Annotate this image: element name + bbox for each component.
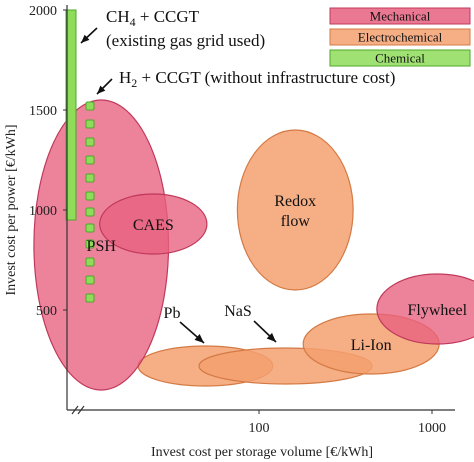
axis-break-mark xyxy=(77,405,85,415)
ch4-annotation-sub: 4 xyxy=(130,15,136,29)
legend-label-electrochemical: Electrochemical xyxy=(358,30,443,45)
h2-ccgt-marker xyxy=(85,101,95,111)
region-flywheel xyxy=(376,273,474,345)
y-tick-label: 2000 xyxy=(29,4,57,19)
x-axis-title: Invest cost per storage volume [€/kWh] xyxy=(151,445,373,460)
chemical-markers xyxy=(65,9,95,303)
region-label-redox-flow: Redox flow xyxy=(274,193,316,230)
ch4-annotation-rest: + CCGT xyxy=(136,7,200,26)
y-tick-label: 1000 xyxy=(29,204,57,219)
y-tick-label: 500 xyxy=(36,304,57,319)
legend-swatch-mechanical xyxy=(329,7,471,25)
annotation-nas: NaS xyxy=(224,303,252,320)
region-labels: PSH CAES Redox flow Flywheel Li-Ion xyxy=(87,193,468,354)
legend-swatch-chemical xyxy=(329,49,471,67)
h2-annotation-rest: + CCGT (without infrastructure cost) xyxy=(137,68,395,87)
region-label-line: flow xyxy=(281,213,311,230)
ch4-annotation-line2: (existing gas grid used) xyxy=(106,31,265,50)
x-tick-label: 1000 xyxy=(418,421,446,436)
region-caes xyxy=(99,193,208,255)
h2-ccgt-marker xyxy=(85,223,95,233)
h2-ccgt-marker xyxy=(85,293,95,303)
legend-label-mechanical: Mechanical xyxy=(370,9,431,24)
legend: Mechanical Electrochemical Chemical xyxy=(329,7,471,67)
region-label-caes: CAES xyxy=(133,217,174,234)
h2-ccgt-marker xyxy=(85,119,95,129)
axis-break-mark xyxy=(71,405,79,415)
h2-ccgt-marker xyxy=(85,207,95,217)
annotation-arrow-head xyxy=(194,334,204,343)
axes xyxy=(66,5,455,415)
technology-regions xyxy=(33,99,474,391)
region-label-line: Redox xyxy=(274,193,316,210)
chem-arrow-head xyxy=(81,34,90,43)
y-axis-title: Invest cost per power [€/kWh] xyxy=(4,124,19,295)
x-tick-label: 100 xyxy=(249,421,270,436)
chem-arrow-head xyxy=(97,85,106,94)
h2-annotation-main: H xyxy=(119,68,131,87)
h2-ccgt-marker xyxy=(85,155,95,165)
y-tick-label: 1500 xyxy=(29,104,57,119)
ch4-ccgt-bar xyxy=(65,9,77,221)
annotations: Pb NaS CH4 + CCGT (existing gas grid used) H… xyxy=(80,7,395,344)
region-label-li-ion: Li-Ion xyxy=(351,337,392,354)
h2-annotation: H2 + CCGT (without infrastructure cost) xyxy=(119,68,395,90)
region-label-psh: PSH xyxy=(87,238,117,255)
annotation-pb: Pb xyxy=(164,305,181,322)
h2-ccgt-marker xyxy=(85,137,95,147)
h2-ccgt-marker xyxy=(85,173,95,183)
ch4-annotation-main: CH xyxy=(106,7,130,26)
h2-ccgt-marker xyxy=(85,239,95,249)
region-redox-flow xyxy=(236,129,354,291)
h2-ccgt-marker xyxy=(85,275,95,285)
h2-annotation-sub: 2 xyxy=(131,76,137,90)
h2-ccgt-marker xyxy=(85,191,95,201)
annotation-arrow-head xyxy=(266,332,276,342)
ticks: 500 1000 1500 2000 100 1000 xyxy=(29,4,446,436)
legend-swatch-electrochemical xyxy=(329,28,471,46)
ch4-annotation: CH4 + CCGT xyxy=(106,7,200,29)
legend-label-chemical: Chemical xyxy=(375,51,425,66)
region-label-flywheel: Flywheel xyxy=(408,302,468,319)
h2-ccgt-marker xyxy=(85,257,95,267)
